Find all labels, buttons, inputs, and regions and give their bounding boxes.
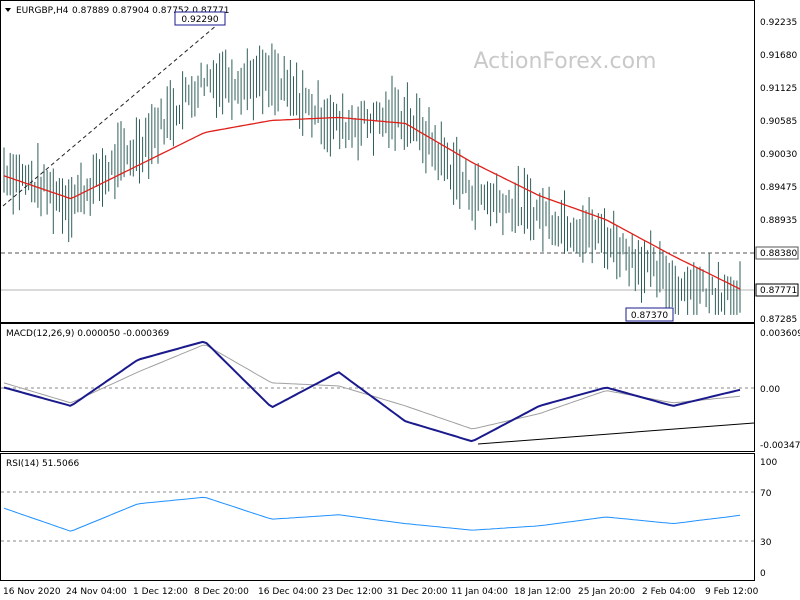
time-axis-label: 16 Dec 04:00: [258, 587, 319, 597]
price-axis-label: 0.90030: [760, 150, 797, 160]
price-bars: [3, 43, 741, 315]
rsi-panel-frame: [0, 453, 755, 581]
macd-title: MACD(12,26,9) 0.000050 -0.000369: [6, 329, 169, 339]
symbol-label: EURGBP,H4: [16, 6, 69, 16]
macd-trend-line: [477, 422, 755, 445]
price-axis-label: 0.91680: [760, 51, 797, 61]
dropdown-triangle-icon[interactable]: [5, 8, 11, 12]
macd-signal-line: [3, 344, 741, 430]
level-label: 0.88380: [760, 249, 797, 259]
price-axis-label: 0.88935: [760, 216, 797, 226]
time-axis-label: 25 Jan 20:00: [578, 587, 635, 597]
time-axis-label: 8 Dec 20:00: [194, 587, 249, 597]
price-panel-frame: [0, 0, 755, 323]
price-axis-label: 0.87285: [760, 315, 797, 325]
time-axis-label: 1 Dec 12:00: [133, 587, 188, 597]
current-price-box: [755, 283, 799, 297]
current-price-label: 0.87771: [760, 286, 797, 296]
macd-main-line: [3, 340, 741, 443]
rsi-title: RSI(14) 51.5066: [6, 459, 79, 469]
low-label: 0.87370: [631, 311, 668, 321]
ohlc-label: 0.87889 0.87904 0.87752 0.87771: [72, 6, 229, 16]
time-axis-label: 18 Jan 12:00: [514, 587, 571, 597]
time-axis-label: 31 Dec 20:00: [387, 587, 448, 597]
high-label: 0.92290: [181, 15, 218, 25]
moving-average-line: [3, 116, 741, 290]
price-axis-label: 0.89475: [760, 183, 797, 193]
rsi-line: [3, 496, 741, 532]
price-axis-label: 0.90585: [760, 117, 797, 127]
rsi-axis-label: 0: [760, 569, 766, 579]
macd-axis-label: 0.003609: [760, 329, 800, 339]
price-axis-label: 0.91125: [760, 84, 797, 94]
time-axis-label: 23 Dec 12:00: [322, 587, 383, 597]
macd-panel-frame: [0, 323, 755, 452]
watermark-text: ActionForex.com: [474, 49, 657, 74]
rsi-axis-label: 70: [760, 489, 772, 499]
time-axis: 16 Nov 2020 24 Nov 04:00 1 Dec 12:00 8 D…: [3, 587, 759, 597]
trend-line-to-high: [2, 18, 225, 207]
low-label-box: [625, 307, 674, 322]
price-axis-label: 0.92235: [760, 18, 797, 28]
time-axis-label: 11 Jan 04:00: [451, 587, 508, 597]
time-axis-label: 24 Nov 04:00: [66, 587, 127, 597]
rsi-axis-label: 30: [760, 538, 772, 548]
macd-axis-label: 0.00: [760, 385, 780, 395]
rsi-axis-label: 100: [760, 458, 777, 468]
time-axis-label: 16 Nov 2020: [3, 587, 61, 597]
macd-axis-label: -0.003472: [760, 441, 800, 451]
time-axis-label: 2 Feb 04:00: [642, 587, 696, 597]
time-axis-label: 9 Feb 12:00: [705, 587, 759, 597]
high-label-box: [174, 11, 226, 26]
level-label-box: [755, 246, 799, 260]
